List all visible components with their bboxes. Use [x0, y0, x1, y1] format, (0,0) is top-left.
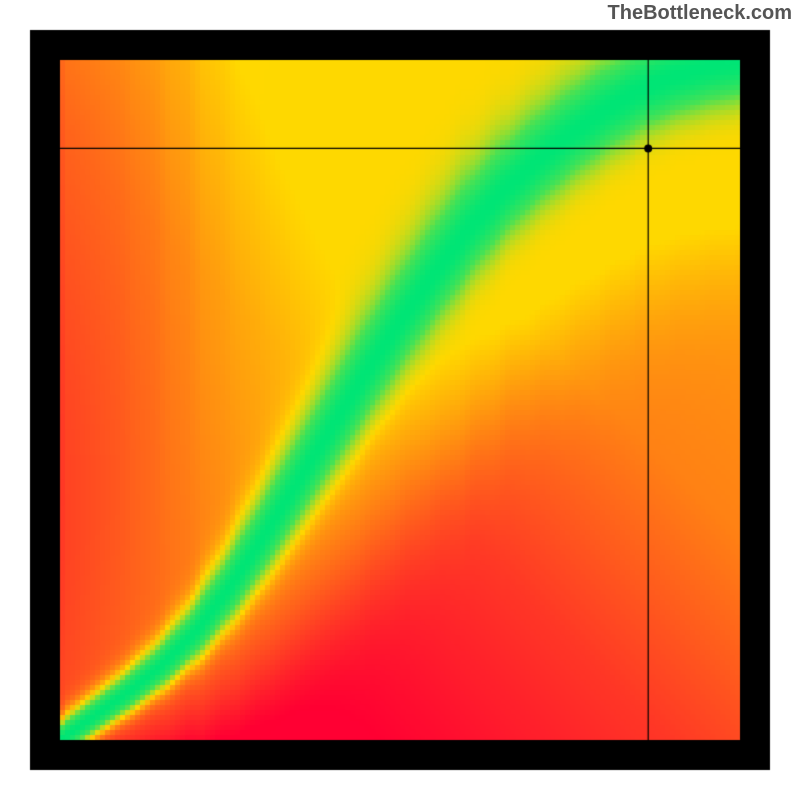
chart-container: TheBottleneck.com	[0, 0, 800, 800]
watermark-text: TheBottleneck.com	[608, 2, 792, 25]
heatmap-canvas	[0, 0, 800, 800]
